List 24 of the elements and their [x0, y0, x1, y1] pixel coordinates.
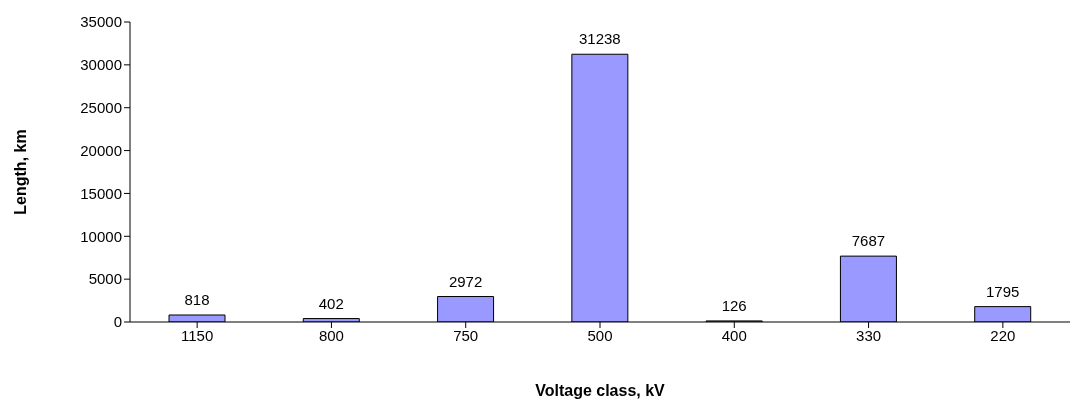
data-label: 402: [318, 294, 344, 312]
data-label: 2972: [448, 272, 483, 290]
x-tick-label: 750: [453, 326, 479, 344]
y-tick-label: 0: [113, 313, 122, 331]
y-axis-title: Length, km: [11, 129, 29, 215]
y-tick-label: 10000: [80, 227, 122, 245]
x-tick-label: 500: [587, 326, 613, 344]
x-axis-title: Voltage class, kV: [535, 382, 666, 399]
x-tick-label: 1150: [181, 326, 214, 344]
x-tick-label: 330: [856, 326, 882, 344]
data-label: 1795: [986, 282, 1020, 300]
y-tick-label: 5000: [88, 270, 122, 288]
data-label: 126: [721, 296, 747, 314]
x-tick-label: 400: [721, 326, 747, 344]
y-tick-label: 15000: [80, 184, 122, 202]
x-tick-label: 800: [318, 326, 344, 344]
data-label: 31238: [579, 30, 621, 48]
y-tick-label: 30000: [80, 56, 122, 74]
y-tick-label: 20000: [80, 141, 122, 159]
data-label: 818: [184, 290, 210, 308]
x-tick-label: 220: [990, 326, 1016, 344]
y-tick-label: 25000: [80, 99, 122, 117]
data-label: 7687: [851, 232, 886, 250]
y-tick-label: 35000: [80, 13, 122, 31]
